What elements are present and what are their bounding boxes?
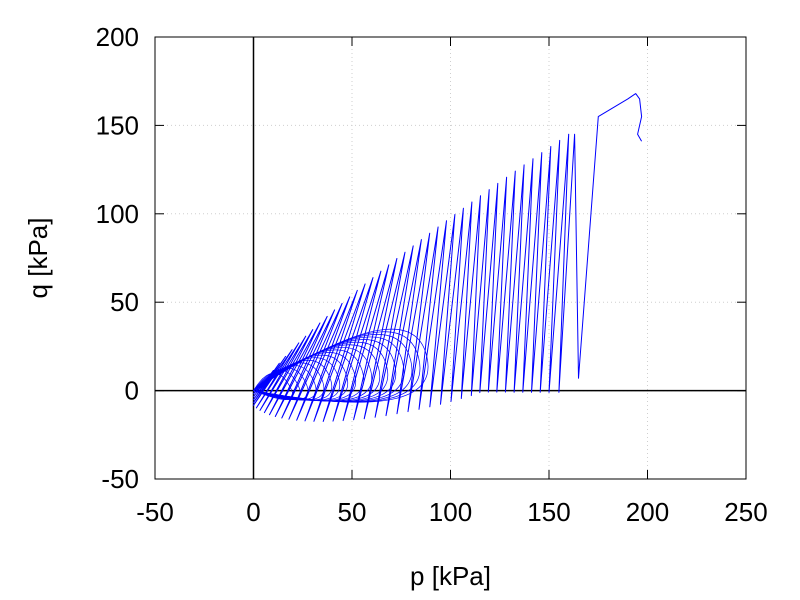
y-tick-labels: -50 0 50 100 150 200 — [96, 22, 139, 494]
y-axis-label: q [kPa] — [23, 218, 53, 299]
inner-loop — [253, 372, 293, 400]
x-axis-label: p [kPa] — [410, 561, 491, 591]
y-tick-label: 150 — [96, 110, 139, 140]
x-tick-label: 0 — [246, 497, 260, 527]
x-tick-label: 250 — [724, 497, 767, 527]
y-tick-label: -50 — [101, 464, 139, 494]
x-tick-label: -50 — [136, 497, 174, 527]
y-tick-label: 100 — [96, 199, 139, 229]
y-tick-label: 200 — [96, 22, 139, 52]
grid-lines — [154, 36, 747, 480]
tick-marks — [154, 36, 747, 480]
y-tick-label: 50 — [110, 287, 139, 317]
y-tick-label: 0 — [125, 376, 139, 406]
stress-path-series — [253, 93, 643, 422]
stress-path-line — [253, 93, 643, 422]
x-tick-label: 100 — [429, 497, 472, 527]
x-tick-label: 200 — [626, 497, 669, 527]
x-tick-label: 150 — [527, 497, 570, 527]
x-tick-labels: -50 0 50 100 150 200 250 — [136, 497, 767, 527]
x-tick-label: 50 — [338, 497, 367, 527]
